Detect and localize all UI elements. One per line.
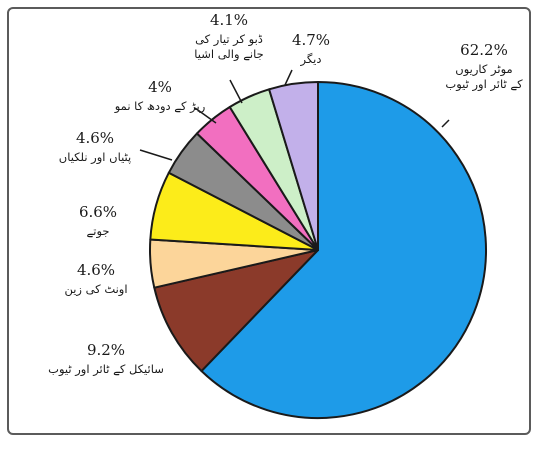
slice-value-label-7: 4.1% [210, 11, 248, 29]
leader-line-7 [229, 79, 243, 104]
slice-category-label-1-line-2: کے ٹائر اور ٹیوب [445, 77, 523, 92]
chart-frame [7, 7, 531, 435]
slice-value-label-6: 4% [148, 78, 172, 96]
slice-category-label-7-line-1: ڈبو کر تیار کی [195, 32, 263, 47]
leader-line-1 [441, 119, 450, 128]
slice-category-label-1-line-1: موٹر کاریوں [455, 62, 512, 77]
slice-category-label-7-line-2: جانے والی اشیا [194, 47, 264, 62]
slice-category-label-2: سائیکل کے ٹائر اور ٹیوب [48, 362, 164, 377]
slice-value-label-5: 4.6% [76, 129, 114, 147]
leader-line-8 [284, 69, 293, 86]
pie-slice-8 [268, 81, 319, 251]
slice-category-label-8: دیگر [299, 52, 321, 67]
slice-value-label-2: 9.2% [87, 341, 125, 359]
pie-slice-2 [153, 249, 319, 373]
slice-category-label-6: ربڑ کے دودھ کا نمو [114, 99, 206, 114]
pie-slice-1 [200, 81, 487, 419]
slice-value-label-1: 62.2% [460, 41, 508, 59]
slice-category-label-4: جوتے [87, 224, 110, 239]
leader-line-5 [139, 149, 173, 161]
slice-category-label-5: پٹیاں اور نلکیاں [59, 150, 131, 165]
slice-value-label-8: 4.7% [292, 31, 330, 49]
leader-line-6 [194, 107, 217, 124]
slice-value-label-3: 4.6% [77, 261, 115, 279]
slice-category-label-3: اونٹ کی زین [64, 282, 127, 297]
slice-value-label-4: 6.6% [79, 203, 117, 221]
